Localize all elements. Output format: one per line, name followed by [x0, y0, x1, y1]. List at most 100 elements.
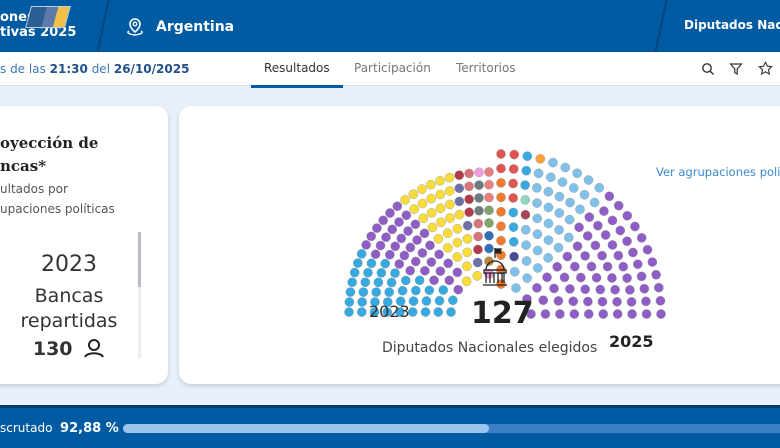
seat-dot — [521, 240, 531, 250]
seat-dot — [376, 268, 387, 278]
seat-dot — [353, 258, 363, 268]
seat-dot — [496, 221, 506, 232]
seat-dot — [420, 265, 430, 276]
seat-dot — [655, 295, 666, 306]
divider — [654, 0, 668, 52]
seat-dot — [509, 149, 520, 160]
seat-dot — [630, 221, 640, 232]
seat-dot — [557, 177, 568, 187]
seat-dot — [442, 228, 453, 238]
seat-dot — [532, 183, 542, 193]
seat-dot — [641, 296, 651, 307]
seat-dot — [438, 285, 449, 295]
seat-dot — [473, 244, 483, 255]
seat-dot — [626, 297, 637, 307]
ballot-logo-icon — [25, 6, 71, 28]
seat-dot — [474, 180, 484, 190]
view-groups-link[interactable]: Ver agrupaciones poli — [656, 165, 780, 179]
seat-dot — [395, 307, 405, 317]
seat-dot — [484, 167, 494, 177]
seat-dot — [366, 258, 377, 269]
seat-dot — [407, 307, 418, 317]
seat-dot — [549, 283, 559, 294]
seat-dot — [462, 247, 473, 258]
seat-dot — [473, 231, 483, 242]
scrollbar[interactable] — [138, 232, 141, 358]
seat-dot — [582, 231, 593, 241]
seat-dot — [442, 243, 453, 253]
seat-dot — [419, 228, 430, 239]
panel-year: 2023 — [41, 252, 97, 277]
scrutiny-progress — [123, 424, 780, 433]
seat-dot — [628, 247, 638, 258]
seat-dot — [636, 233, 647, 243]
seat-dot — [452, 252, 463, 262]
seat-dot — [408, 189, 419, 200]
seat-dot — [378, 215, 388, 226]
seat-dot — [496, 235, 506, 246]
seat-dot — [508, 207, 519, 218]
seat-dot — [568, 296, 579, 307]
seat-dot — [552, 262, 562, 272]
category-selector[interactable]: Diputados Nacio — [684, 18, 780, 32]
sub-navbar: s de las 21:30 del 26/10/2025 Resultados… — [0, 52, 780, 88]
seat-dot — [543, 235, 554, 245]
seat-dot — [604, 191, 615, 202]
seat-dot — [509, 251, 519, 262]
tab-participacion[interactable]: Participación — [354, 61, 431, 75]
seat-dot — [358, 287, 369, 297]
seat-dot — [496, 192, 506, 203]
seat-dot — [572, 168, 582, 179]
filter-icon[interactable] — [729, 62, 743, 76]
seat-dot — [583, 309, 594, 319]
brand-line: tivas 2025 — [0, 25, 77, 40]
seat-dot — [574, 222, 584, 233]
seat-dot — [555, 309, 565, 319]
seat-dot — [583, 175, 594, 185]
seat-dot — [572, 241, 583, 252]
seat-dot — [356, 307, 367, 317]
search-icon[interactable] — [701, 62, 715, 76]
seat-dot — [590, 240, 601, 251]
seat-dot — [400, 275, 411, 286]
seat-dot — [576, 272, 586, 283]
seat-dot — [433, 233, 444, 244]
seat-dot — [522, 273, 532, 283]
seat-dot — [522, 294, 532, 304]
location-selector[interactable]: Argentina — [124, 16, 234, 38]
seat-dot — [554, 208, 565, 218]
seat-dot — [454, 183, 465, 194]
seat-dot — [434, 249, 444, 260]
tab-resultados[interactable]: Resultados — [251, 61, 343, 88]
projection-panel: oyección de ncas* ultados por upaciones po… — [0, 106, 168, 384]
seat-dot — [627, 309, 637, 319]
seat-dot — [387, 224, 398, 235]
left-year-label: 2023 — [369, 302, 410, 321]
seat-dot — [562, 251, 573, 262]
seat-dot — [474, 205, 484, 216]
tab-territorios[interactable]: Territorios — [456, 61, 516, 75]
seat-dot — [564, 214, 575, 225]
seat-dot — [435, 189, 446, 200]
seat-dot — [435, 203, 446, 214]
seat-dot — [496, 279, 506, 289]
seat-dot — [543, 202, 554, 213]
seat-dot — [580, 251, 590, 261]
seat-dot — [542, 272, 552, 283]
seat-dot — [435, 176, 445, 186]
seat-dot — [394, 217, 404, 227]
seat-dot — [545, 172, 556, 183]
seat-dot — [344, 297, 355, 307]
seat-dot — [454, 209, 465, 220]
seat-dot — [597, 296, 608, 307]
seat-dot — [532, 213, 543, 224]
chart-caption: Diputados Nacionales elegidos — [382, 340, 598, 356]
panel-label: Bancas repartidas — [20, 285, 118, 332]
star-icon[interactable] — [758, 61, 773, 76]
seat-dot — [474, 193, 484, 203]
seat-dot — [397, 285, 408, 296]
seat-dot — [445, 199, 455, 210]
seat-dot — [410, 219, 421, 230]
seat-dot — [602, 261, 613, 272]
seat-dot — [394, 259, 405, 269]
